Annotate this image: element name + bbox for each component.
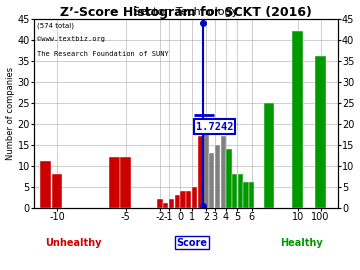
Bar <box>249 183 255 208</box>
Title: Z’-Score Histogram for SCKT (2016): Z’-Score Histogram for SCKT (2016) <box>60 6 312 19</box>
Bar <box>232 174 237 208</box>
Bar <box>51 174 62 208</box>
Text: Sector: Technology: Sector: Technology <box>133 7 239 17</box>
Text: The Research Foundation of SUNY: The Research Foundation of SUNY <box>37 51 169 57</box>
Bar <box>109 157 120 208</box>
Text: Healthy: Healthy <box>280 238 323 248</box>
Bar <box>169 199 174 208</box>
Bar <box>163 204 168 208</box>
Text: (574 total): (574 total) <box>37 22 74 29</box>
Bar <box>203 119 208 208</box>
Text: 1.7242: 1.7242 <box>195 122 233 131</box>
Bar <box>209 153 214 208</box>
Bar <box>215 145 220 208</box>
Bar <box>121 157 131 208</box>
Bar <box>186 191 192 208</box>
Bar <box>292 31 303 208</box>
Bar <box>315 56 326 208</box>
Bar <box>243 183 249 208</box>
Bar <box>157 199 163 208</box>
Bar <box>175 195 180 208</box>
Bar <box>180 191 186 208</box>
Bar <box>192 187 197 208</box>
Text: Score: Score <box>176 238 207 248</box>
Bar <box>264 103 274 208</box>
Bar <box>238 174 243 208</box>
Bar <box>40 161 51 208</box>
Text: Unhealthy: Unhealthy <box>45 238 102 248</box>
Bar <box>221 136 226 208</box>
Text: ©www.textbiz.org: ©www.textbiz.org <box>37 36 105 42</box>
Bar <box>198 136 203 208</box>
Y-axis label: Number of companies: Number of companies <box>5 67 14 160</box>
Bar <box>226 149 231 208</box>
